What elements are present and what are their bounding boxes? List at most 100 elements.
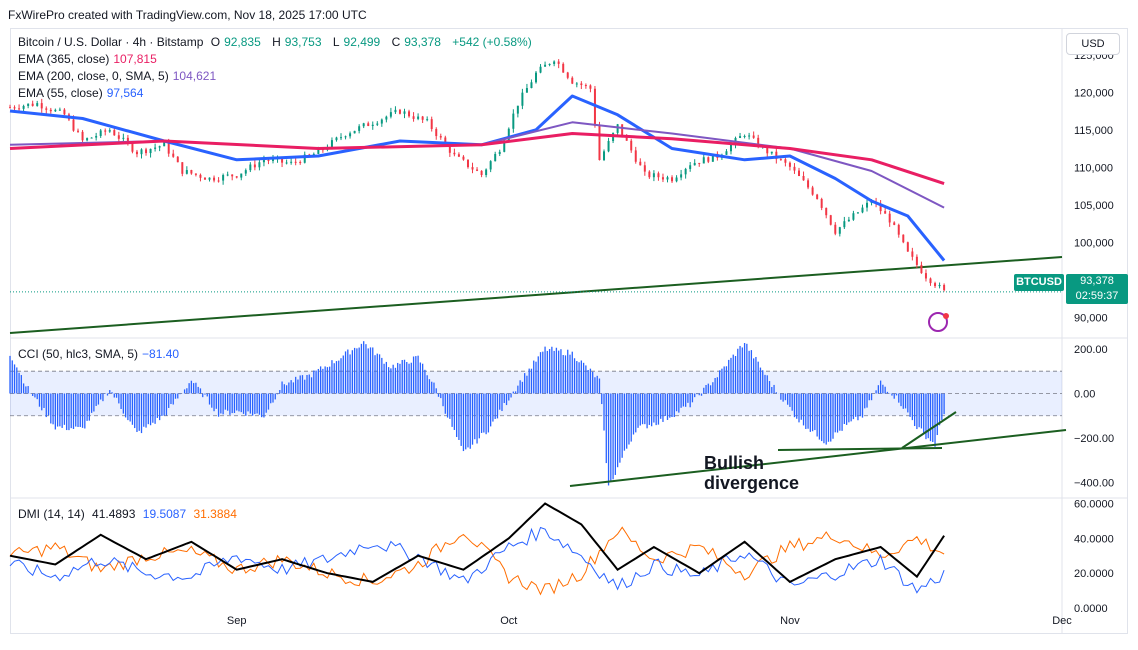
candle-body xyxy=(190,170,193,174)
candle-body xyxy=(126,137,129,144)
candle-body xyxy=(208,177,211,180)
dmi-tick-label: 20.0000 xyxy=(1074,568,1114,580)
chart-frame[interactable] xyxy=(10,28,1128,634)
candle-body xyxy=(77,130,80,132)
candle-body xyxy=(108,130,111,132)
candle-body xyxy=(421,116,424,120)
candle-body xyxy=(535,72,537,83)
candle-body xyxy=(752,135,755,138)
candle-body xyxy=(494,153,497,162)
candle-body xyxy=(154,147,157,149)
candle-body xyxy=(770,151,773,154)
candle-body xyxy=(893,222,896,225)
candle-body xyxy=(598,125,601,161)
candle-body xyxy=(575,83,578,85)
candle-body xyxy=(72,119,75,131)
dmi-tick-label: 40.0000 xyxy=(1074,533,1114,545)
candle-body xyxy=(607,140,610,152)
dmi-legend[interactable]: DMI (14, 14) 41.4893 19.5087 31.3884 xyxy=(18,507,237,521)
candle-body xyxy=(634,150,637,162)
candle-body xyxy=(934,283,937,287)
candle-body xyxy=(856,212,859,214)
candle-body xyxy=(748,135,751,137)
candle-body xyxy=(838,227,841,234)
cci-tick-label: 200.00 xyxy=(1074,344,1108,356)
last-price-value: 93,378 xyxy=(1080,275,1114,287)
candle-body xyxy=(385,116,388,120)
candle-body xyxy=(294,161,297,163)
candle-body xyxy=(671,177,674,182)
candle-body xyxy=(457,154,460,157)
candle-body xyxy=(353,130,356,134)
candle-body xyxy=(666,177,669,180)
bar-countdown: 02:59:37 xyxy=(1075,290,1119,302)
candle-body xyxy=(122,137,125,139)
candle-body xyxy=(213,177,216,181)
candle-body xyxy=(530,82,533,89)
price-tick-label: 115,000 xyxy=(1074,125,1113,137)
candle-body xyxy=(99,130,102,136)
candle-body xyxy=(603,151,606,161)
candle-body xyxy=(258,162,261,168)
candle-body xyxy=(503,140,506,152)
price-tick-label: 100,000 xyxy=(1074,237,1114,249)
candle-body xyxy=(13,107,16,109)
candle-body xyxy=(788,162,791,167)
candle-body xyxy=(566,72,569,78)
candle-body xyxy=(45,108,48,110)
candle-body xyxy=(217,180,220,182)
candle-body xyxy=(816,194,819,199)
cci-support-line xyxy=(777,447,943,451)
x-tick-label: Dec xyxy=(1052,615,1072,627)
indicator-ema365[interactable]: EMA (365, close) 107,815 xyxy=(18,52,157,66)
candle-body xyxy=(290,161,293,163)
candle-body xyxy=(285,162,288,164)
divergence-trendline xyxy=(569,429,1067,487)
cci-tick-label: −400.00 xyxy=(1074,478,1114,490)
candle-body xyxy=(203,177,206,180)
candle-body xyxy=(539,66,542,73)
candle-body xyxy=(680,174,683,178)
indicator-ema200[interactable]: EMA (200, close, 0, SMA, 5) 104,621 xyxy=(18,69,217,83)
candle-body xyxy=(453,152,456,155)
candle-body xyxy=(22,105,25,109)
candle-body xyxy=(661,177,664,180)
candle-body xyxy=(834,224,837,234)
currency-button[interactable]: USD xyxy=(1066,33,1120,55)
candle-body xyxy=(584,85,587,87)
candle-body xyxy=(167,142,170,154)
bullish-divergence-annotation: Bullish divergence xyxy=(704,453,800,493)
symbol-price-tag: BTCUSD xyxy=(1014,274,1064,291)
candle-body xyxy=(784,159,787,163)
candle-body xyxy=(888,213,891,223)
candle-body xyxy=(349,133,352,137)
candle-body xyxy=(525,88,528,93)
candle-body xyxy=(807,180,810,188)
ohlc-close: C 93,378 xyxy=(391,35,441,49)
candle-body xyxy=(31,103,34,106)
candle-body xyxy=(902,234,905,243)
indicator-ema55[interactable]: EMA (55, close) 97,564 xyxy=(18,86,144,100)
candle-body xyxy=(317,149,320,154)
candle-body xyxy=(249,164,252,171)
candle-body xyxy=(303,154,306,163)
candle-body xyxy=(244,170,247,174)
candle-body xyxy=(439,136,442,138)
candle-body xyxy=(430,119,433,129)
candle-body xyxy=(344,136,347,138)
candle-body xyxy=(185,170,188,174)
candle-body xyxy=(104,130,107,132)
candle-body xyxy=(371,124,374,126)
candle-body xyxy=(775,151,778,160)
candle-body xyxy=(9,107,11,109)
candle-body xyxy=(580,83,583,86)
candle-body xyxy=(847,219,850,222)
candle-body xyxy=(27,103,30,106)
cci-legend[interactable]: CCI (50, hlc3, SMA, 5) −81.40 xyxy=(18,347,180,361)
candle-body xyxy=(798,170,800,176)
candle-body xyxy=(335,137,338,141)
price-change: +542 (+0.58%) xyxy=(452,35,532,49)
candle-body xyxy=(825,207,828,216)
